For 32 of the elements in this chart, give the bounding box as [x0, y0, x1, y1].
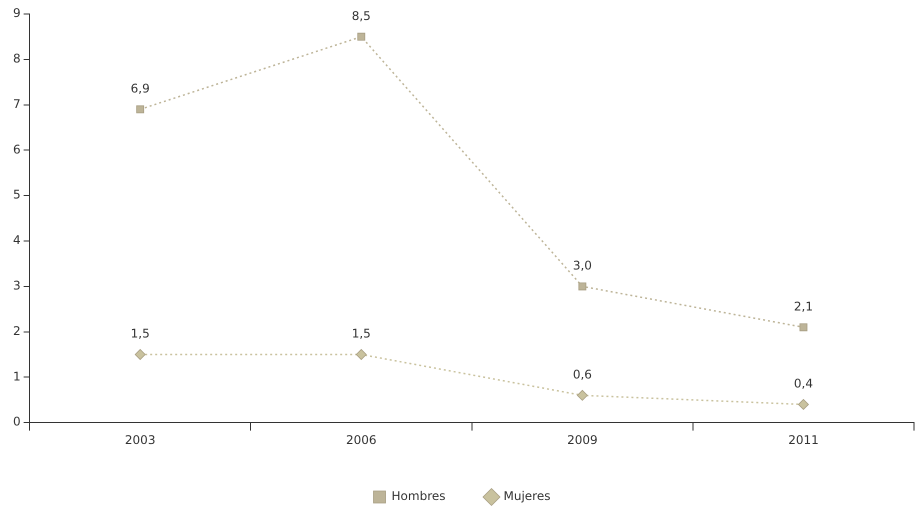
point [576, 390, 588, 401]
y-tick-label: 7 [12, 96, 21, 111]
legend-label: Hombres [392, 489, 446, 504]
data-label: 3,0 [572, 258, 592, 273]
y-tick-label: 1 [12, 369, 21, 384]
y-tick-label: 2 [12, 324, 21, 338]
point [800, 323, 808, 332]
legend-label: Mujeres [504, 489, 550, 504]
point [357, 32, 366, 41]
y-tick-label: 0 [12, 414, 21, 429]
y-tick-label: 4 [12, 233, 21, 248]
y-tick-label: 6 [12, 142, 21, 156]
data-label: 2,1 [794, 299, 813, 314]
x-tick-label: 2011 [788, 432, 819, 447]
y-tick-label: 8 [12, 52, 21, 66]
data-label: 6,9 [130, 81, 150, 96]
point [134, 349, 146, 360]
point [798, 399, 809, 410]
point [136, 105, 144, 114]
data-label: 1,5 [130, 326, 150, 341]
y-tick-label: 9 [12, 6, 21, 20]
x-tick-label: 2006 [346, 432, 377, 447]
y-tick-label: 5 [12, 188, 21, 202]
data-label: 8,5 [352, 8, 371, 23]
x-tick-label: 2003 [124, 432, 156, 447]
data-label: 0,4 [794, 376, 813, 391]
y-tick-label: 3 [12, 278, 21, 293]
data-label: 0,6 [572, 367, 592, 382]
point [578, 282, 586, 290]
data-label: 1,5 [352, 326, 371, 341]
x-tick-label: 2009 [567, 432, 598, 447]
point [356, 349, 367, 360]
